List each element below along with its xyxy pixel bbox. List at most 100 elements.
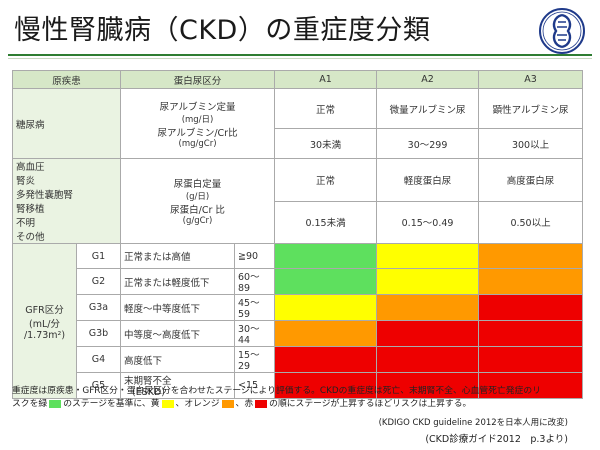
note-text: 、赤 <box>235 399 254 409</box>
risk-cell-red <box>376 346 480 373</box>
gfr-desc: 正常または高値 <box>120 243 236 269</box>
header-a1: A1 <box>274 70 378 89</box>
other-measure-line1: 尿蛋白定量 <box>173 179 222 190</box>
ckd-severity-table: 原疾患 蛋白尿区分 A1 A2 A3 糖尿病 尿アルブミン定量 (mg/日) 尿… <box>11 70 584 399</box>
risk-cell-green <box>274 268 378 295</box>
gfr-row-g2: G2 正常または軽度低下 60〜89 <box>13 268 584 295</box>
note-text: の順にステージが上昇するほどリスクは上昇する。 <box>269 399 472 409</box>
gfr-category-label: GFR区分 (mL/分 /1.73m²) <box>12 243 77 399</box>
gfr-code: G2 <box>75 268 122 295</box>
other-disease-label: 高血圧 腎炎 多発性嚢胞腎 腎移植 不明 その他 <box>11 158 122 244</box>
diabetes-a2-label: 微量アルブミン尿 <box>376 88 480 129</box>
gfr-range: 30〜44 <box>234 320 276 347</box>
gfr-desc-line2: (ESKD) <box>132 387 166 398</box>
risk-cell-red <box>376 372 480 399</box>
kidney-emblem-icon <box>539 8 585 54</box>
diabetes-a1-value: 30未満 <box>274 128 378 159</box>
other-measure-line3: 尿蛋白/Cr 比 <box>170 205 225 216</box>
yellow-swatch <box>161 399 174 408</box>
red-swatch <box>255 399 268 408</box>
note-line1: 重症度は原疾患・GFR区分・蛋白尿区分を合わせたステージにより評価する。CKDの… <box>12 386 541 396</box>
diabetes-a3-value: 300以上 <box>478 128 584 159</box>
note-text: のステージを基準に、黄 <box>63 399 160 409</box>
orange-swatch <box>221 399 234 408</box>
other-a3-value: 0.50以上 <box>478 200 584 244</box>
gfr-row-g1: GFR区分 (mL/分 /1.73m²) G1 正常または高値 ≧90 <box>12 243 584 399</box>
risk-cell-orange <box>478 243 584 269</box>
severity-note: 重症度は原疾患・GFR区分・蛋白尿区分を合わせたステージにより評価する。CKDの… <box>12 385 592 411</box>
gfr-desc: 高度低下 <box>120 346 236 373</box>
source-citation-kdigo: (KDIGO CKD guideline 2012を日本人用に改変) <box>378 418 568 428</box>
risk-cell-red <box>274 346 378 373</box>
other-measure-line4: (g/gCr) <box>182 216 213 226</box>
other-a2-value: 0.15〜0.49 <box>376 200 480 244</box>
diabetes-measure-line3: 尿アルブミン/Cr比 <box>157 127 238 139</box>
gfr-label-line3: /1.73m²) <box>23 329 66 341</box>
other-a2-label: 軽度蛋白尿 <box>376 158 480 202</box>
risk-cell-red <box>478 294 584 321</box>
risk-cell-red <box>478 372 584 399</box>
risk-cell-green <box>274 243 378 269</box>
diabetes-measure: 尿アルブミン定量 (mg/日) 尿アルブミン/Cr比 (mg/gCr) <box>120 88 276 159</box>
diabetes-a2-value: 30〜299 <box>376 128 480 159</box>
diabetes-measure-line2: (mg/日) <box>181 114 214 125</box>
diabetes-label-row: 糖尿病 尿アルブミン定量 (mg/日) 尿アルブミン/Cr比 (mg/gCr) … <box>11 88 584 159</box>
gfr-desc-line1: 末期腎不全 <box>124 376 172 387</box>
other-disease-line: 不明 <box>16 218 36 229</box>
gfr-code: G4 <box>75 346 122 373</box>
risk-cell-orange <box>478 268 584 295</box>
gfr-label-line1: GFR区分 <box>25 304 64 316</box>
gfr-row-g3a: G3a 軽度〜中等度低下 45〜59 <box>13 294 584 321</box>
risk-cell-red <box>478 320 584 347</box>
other-measure: 尿蛋白定量 (g/日) 尿蛋白/Cr 比 (g/gCr) <box>120 158 276 244</box>
header-a2: A2 <box>376 70 480 89</box>
gfr-desc: 正常または軽度低下 <box>120 268 236 295</box>
risk-cell-red <box>376 320 480 347</box>
gfr-desc: 末期腎不全 (ESKD) <box>120 372 236 399</box>
diabetes-value-row: 30未満 30〜299 300以上 <box>13 128 584 159</box>
other-disease-line: 多発性嚢胞腎 <box>16 190 74 201</box>
risk-cell-yellow <box>376 268 480 295</box>
title-underline-shadow <box>8 58 592 59</box>
gfr-desc: 中等度〜高度低下 <box>120 320 236 347</box>
other-measure-line2: (g/日) <box>185 192 210 202</box>
page-title: 慢性腎臓病（CKD）の重症度分類 <box>14 15 431 46</box>
gfr-range: <15 <box>234 372 276 399</box>
gfr-row-g5: G5 末期腎不全 (ESKD) <15 <box>13 372 584 399</box>
risk-cell-yellow <box>274 294 378 321</box>
gfr-range: ≧90 <box>234 243 276 269</box>
title-underline <box>8 54 592 56</box>
gfr-code: G3a <box>75 294 122 321</box>
other-disease-line: 腎炎 <box>16 176 36 187</box>
other-a1-label: 正常 <box>274 158 378 202</box>
gfr-code: G5 <box>75 372 122 399</box>
diabetes-a3-label: 顕性アルブミン尿 <box>478 88 584 129</box>
risk-cell-red <box>274 372 378 399</box>
other-disease-line: 腎移植 <box>16 204 45 215</box>
other-disease-line: 高血圧 <box>16 162 45 173</box>
source-citation-ckd-guide: (CKD診療ガイド2012 p.3より) <box>425 434 568 445</box>
green-swatch <box>49 399 62 408</box>
other-disease-line: その他 <box>16 232 45 243</box>
other-a3-label: 高度蛋白尿 <box>478 158 584 202</box>
header-a3: A3 <box>478 70 584 89</box>
risk-cell-yellow <box>376 243 480 269</box>
gfr-code: G1 <box>75 243 122 269</box>
header-proteinuria-category: 蛋白尿区分 <box>120 70 276 89</box>
risk-cell-orange <box>274 320 378 347</box>
other-value-row: 0.15未満 0.15〜0.49 0.50以上 <box>13 200 584 244</box>
diabetes-label: 糖尿病 <box>11 88 122 159</box>
note-line2: スクを緑 のステージを基準に、黄 、オレンジ 、赤 の順にステージが上昇するほどリスクは… <box>12 398 592 411</box>
diabetes-measure-line1: 尿アルブミン定量 <box>159 101 236 113</box>
header-disease: 原疾患 <box>11 70 122 89</box>
other-label-row: 高血圧 腎炎 多発性嚢胞腎 腎移植 不明 その他 尿蛋白定量 (g/日) 尿蛋白… <box>11 158 584 244</box>
risk-cell-orange <box>376 294 480 321</box>
diabetes-measure-line4: (mg/gCr) <box>178 138 217 149</box>
gfr-row-g3b: G3b 中等度〜高度低下 30〜44 <box>13 320 584 347</box>
note-text: スクを緑 <box>12 399 48 409</box>
diabetes-a1-label: 正常 <box>274 88 378 129</box>
gfr-row-g4: G4 高度低下 15〜29 <box>13 346 584 373</box>
gfr-range: 15〜29 <box>234 346 276 373</box>
gfr-range: 45〜59 <box>234 294 276 321</box>
note-text: 、オレンジ <box>175 399 220 409</box>
